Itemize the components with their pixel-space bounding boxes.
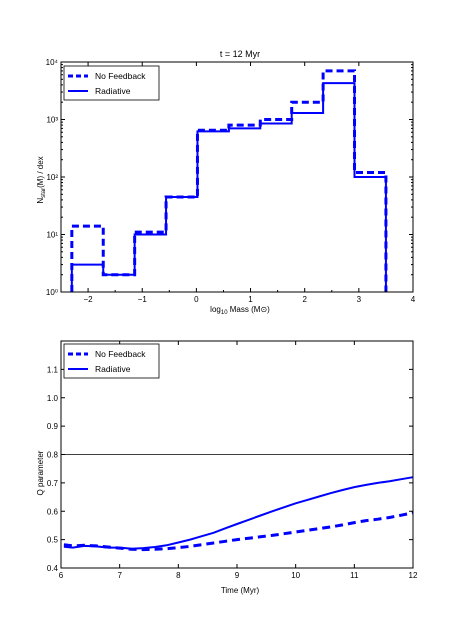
y-tick-label: 10³ xyxy=(46,116,58,125)
legend-box xyxy=(63,343,160,379)
histogram-ticks: −2 −1 0 1 2 3 4 10⁰ 10¹ 10² 10³ 10⁴ xyxy=(46,58,416,304)
x-tick-label: 3 xyxy=(357,295,362,304)
mass-histogram-panel: t = 12 Myr −2 −1 0 1 2 3 4 10⁰ 10¹ 10² 10³ 10⁴ log1… xyxy=(36,49,416,316)
no-feedback-line xyxy=(63,511,414,552)
x-tick-label: 2 xyxy=(302,295,307,304)
y-tick-label: 0.6 xyxy=(47,507,59,516)
x-tick-label: 4 xyxy=(411,295,416,304)
x-tick-label: −1 xyxy=(138,295,148,304)
legend-box xyxy=(63,65,160,101)
q-parameter-panel: 6 7 8 9 10 11 12 0.4 0.5 0.6 0.7 0.8 0.9 1.0 1.1 Time … xyxy=(36,340,418,595)
radiative-line xyxy=(63,476,414,550)
y-tick-label: 10¹ xyxy=(46,231,58,240)
y-tick-label: 0.5 xyxy=(47,536,59,545)
y-tick-label: 10⁰ xyxy=(46,288,58,297)
no-feedback-series xyxy=(70,69,388,292)
x-tick-label: 7 xyxy=(117,571,122,580)
x-tick-label: −2 xyxy=(84,295,94,304)
y-axis-label-q: Q parameter xyxy=(36,450,45,495)
x-tick-label: 6 xyxy=(59,571,64,580)
y-tick-label: 10² xyxy=(46,173,58,182)
y-tick-label: 0.4 xyxy=(47,564,59,573)
x-tick-label: 9 xyxy=(235,571,240,580)
y-tick-label: 0.9 xyxy=(47,422,59,431)
y-tick-label: 10⁴ xyxy=(46,58,59,67)
legend-label: No Feedback xyxy=(95,71,146,81)
legend-label: Radiative xyxy=(95,86,131,96)
legend-label: No Feedback xyxy=(95,349,146,359)
legend-label: Radiative xyxy=(95,364,131,374)
x-tick-label: 1 xyxy=(248,295,253,304)
y-tick-label: 1.1 xyxy=(47,365,59,374)
chart-title: t = 12 Myr xyxy=(220,49,260,59)
q-legend: No Feedback Radiative xyxy=(63,343,160,379)
x-tick-label: 8 xyxy=(176,571,181,580)
x-tick-label: 12 xyxy=(409,571,418,580)
y-tick-label: 0.7 xyxy=(47,479,59,488)
radiative-series xyxy=(70,82,387,292)
y-axis-label: Nstar(M) / dex xyxy=(36,156,47,203)
histogram-legend: No Feedback Radiative xyxy=(63,65,160,101)
x-axis-label: log10 Mass (M⊙) xyxy=(210,305,270,316)
x-tick-label: 0 xyxy=(194,295,199,304)
x-tick-label: 10 xyxy=(291,571,300,580)
x-tick-label: 11 xyxy=(350,571,359,580)
y-tick-label: 1.0 xyxy=(47,394,59,403)
x-axis-label-time: Time (Myr) xyxy=(221,586,260,595)
q-ticks: 6 7 8 9 10 11 12 0.4 0.5 0.6 0.7 0.8 0.9 1.0 1.1 xyxy=(47,341,418,580)
y-tick-label: 0.8 xyxy=(47,451,59,460)
